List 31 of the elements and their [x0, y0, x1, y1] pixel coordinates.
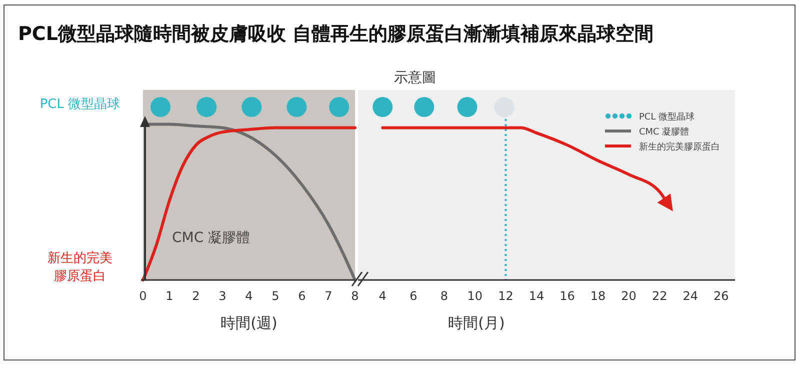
- x-tick-label: 24: [682, 289, 698, 303]
- text: 新生的完美膠原蛋白: [48, 250, 112, 284]
- x-tick-label: 2: [192, 289, 200, 303]
- legend-label: CMC 凝膠體: [639, 126, 690, 138]
- x-tick-label: 14: [528, 289, 544, 303]
- x-tick-label: 12: [498, 289, 514, 303]
- x-axis-title: 時間(月): [448, 314, 505, 332]
- x-tick-label: 10: [467, 289, 483, 303]
- x-tick-label: 8: [440, 289, 448, 303]
- chart-title: PCL微型晶球隨時間被皮膚吸收 自體再生的膠原蛋白漸漸填補原來晶球空間: [18, 23, 654, 45]
- chart-subtitle: 示意圖: [394, 70, 436, 86]
- x-tick-label: 6: [298, 289, 306, 303]
- x-tick-label: 4: [378, 289, 386, 303]
- x-tick-label: 16: [560, 289, 575, 303]
- x-axis-title: 時間(週): [220, 314, 278, 332]
- x-tick-label: 22: [652, 289, 668, 303]
- x-tick-label: 0: [139, 289, 147, 303]
- x-tick-label: 4: [245, 289, 253, 303]
- x-tick-label: 18: [590, 289, 606, 303]
- legend-label: 新生的完美膠原蛋白: [639, 142, 720, 152]
- x-tick-label: 7: [324, 289, 332, 303]
- x-tick-label: 3: [218, 289, 226, 303]
- x-tick-label: 8: [351, 289, 359, 303]
- x-tick-label: 5: [272, 289, 280, 303]
- x-tick-label: 20: [621, 289, 636, 303]
- annotation: CMC 凝膠體: [172, 230, 250, 246]
- text: PCL 微型晶球: [40, 97, 120, 112]
- x-tick-label: 6: [410, 289, 418, 303]
- legend-label: PCL 微型晶球: [639, 112, 695, 122]
- x-tick-label: 1: [166, 289, 174, 303]
- x-tick-label: 26: [714, 289, 729, 303]
